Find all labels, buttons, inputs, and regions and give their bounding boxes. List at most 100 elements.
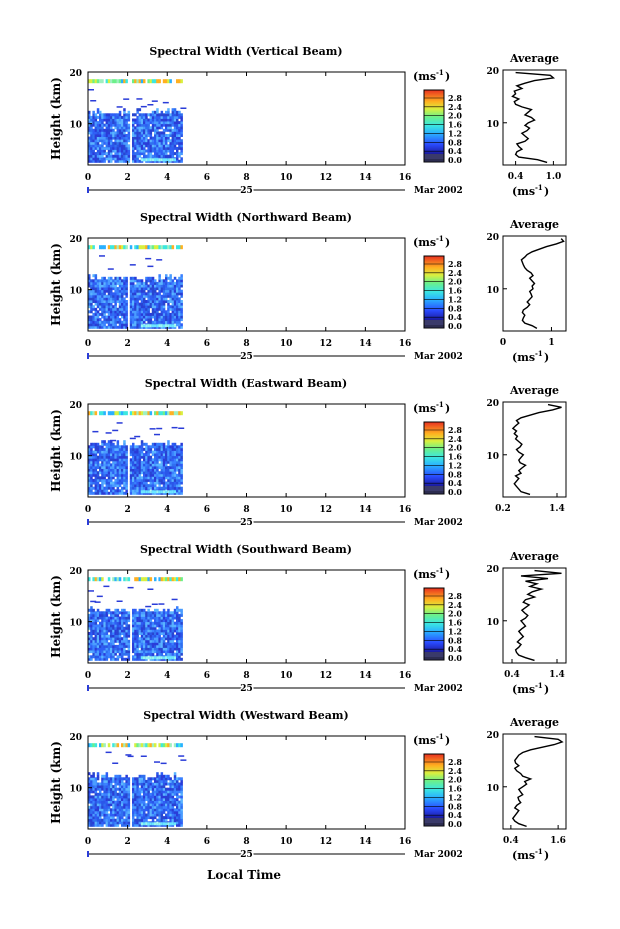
heatmap-cell bbox=[167, 460, 170, 464]
heatmap-cell bbox=[158, 307, 161, 311]
heatmap-cell bbox=[99, 792, 102, 796]
heatmap-cell bbox=[99, 305, 102, 309]
heatmap-cell bbox=[156, 113, 159, 117]
x-tick-label: 16 bbox=[399, 173, 412, 183]
colorbar-tick-label: 0.4 bbox=[448, 478, 462, 488]
heatmap-cell bbox=[121, 639, 124, 643]
heatmap-cell bbox=[143, 300, 146, 303]
heatmap-cell bbox=[178, 466, 181, 469]
heatmap-cell bbox=[140, 300, 144, 303]
heatmap-cell bbox=[88, 478, 91, 482]
heatmap-cell bbox=[176, 445, 179, 449]
heatmap-cell bbox=[154, 481, 157, 485]
heatmap-cell bbox=[158, 320, 161, 324]
heatmap-cell bbox=[136, 743, 139, 748]
heatmap-cell bbox=[112, 141, 115, 145]
heatmap-cell bbox=[138, 777, 142, 781]
heatmap-cell bbox=[129, 297, 133, 301]
heatmap-cell bbox=[138, 305, 142, 309]
heatmap-cell bbox=[121, 489, 124, 493]
heatmap-cell bbox=[151, 790, 155, 794]
heatmap-cell bbox=[151, 805, 155, 809]
heatmap-cell bbox=[107, 629, 111, 633]
heatmap-cell bbox=[121, 821, 124, 825]
heatmap-cell bbox=[158, 131, 161, 135]
heatmap-cell bbox=[134, 808, 137, 812]
heatmap-cell bbox=[134, 320, 137, 324]
heatmap-cell bbox=[154, 158, 157, 162]
heatmap-cell bbox=[103, 118, 106, 122]
heatmap-cell bbox=[123, 491, 126, 495]
heatmap-cell bbox=[151, 629, 155, 633]
heatmap-cell bbox=[99, 782, 102, 786]
heatmap-cell bbox=[127, 128, 131, 132]
heatmap-cell bbox=[107, 821, 111, 825]
heatmap-cell bbox=[162, 324, 166, 328]
heatmap-cell bbox=[101, 785, 104, 789]
heatmap-cell bbox=[176, 798, 179, 801]
heatmap-cell bbox=[94, 790, 98, 794]
heatmap-cell bbox=[114, 134, 117, 137]
heatmap-cell bbox=[112, 460, 115, 464]
heatmap-cell bbox=[114, 823, 117, 827]
heatmap-cell bbox=[123, 647, 126, 651]
heatmap-cell bbox=[121, 463, 124, 467]
heatmap-cell bbox=[123, 289, 126, 293]
heatmap-cell bbox=[88, 491, 91, 495]
heatmap-cell bbox=[140, 481, 144, 485]
heatmap-cell bbox=[101, 471, 104, 475]
heatmap-cell bbox=[99, 312, 102, 316]
heatmap-cell bbox=[112, 411, 115, 416]
heatmap-cell bbox=[88, 455, 91, 459]
heatmap-cell bbox=[132, 792, 135, 796]
heatmap-cell bbox=[143, 245, 146, 250]
heatmap-cell bbox=[103, 632, 106, 635]
heatmap-cell bbox=[88, 798, 91, 801]
heatmap-cell bbox=[107, 652, 111, 656]
heatmap-cell bbox=[132, 655, 135, 659]
heatmap-cell bbox=[94, 803, 98, 807]
heatmap-cell bbox=[94, 123, 98, 127]
heatmap-cell bbox=[167, 292, 170, 296]
heatmap-cell bbox=[127, 642, 131, 646]
heatmap-cell bbox=[121, 159, 124, 163]
heatmap-cell bbox=[96, 115, 100, 119]
heatmap-cell bbox=[116, 141, 120, 145]
heatmap-cell bbox=[112, 144, 115, 148]
heatmap-cell bbox=[107, 486, 111, 490]
heatmap-cell bbox=[121, 816, 124, 820]
heatmap-cell bbox=[176, 782, 179, 786]
heatmap-cell bbox=[156, 471, 159, 475]
heatmap-cell bbox=[116, 300, 120, 303]
heatmap-cell bbox=[171, 471, 175, 475]
heatmap-cell bbox=[88, 619, 91, 623]
heatmap-cell bbox=[154, 115, 157, 119]
heatmap-cell bbox=[169, 647, 172, 651]
heatmap-cell bbox=[176, 79, 179, 84]
heatmap-cell bbox=[136, 152, 139, 156]
heatmap-cell bbox=[101, 473, 104, 477]
heatmap-cell bbox=[101, 245, 104, 250]
colorbar-tick-label: 0.8 bbox=[448, 801, 462, 811]
heatmap-cell bbox=[173, 800, 177, 804]
heatmap-cell bbox=[88, 818, 91, 822]
heatmap-cell bbox=[136, 302, 139, 306]
heatmap-cell bbox=[103, 611, 106, 615]
heatmap-cell bbox=[112, 790, 115, 794]
heatmap-cell bbox=[154, 490, 157, 494]
heatmap-cell bbox=[169, 476, 172, 480]
date-label: Mar 2002 bbox=[414, 684, 463, 694]
heatmap-cell bbox=[140, 411, 144, 416]
heatmap-cell bbox=[125, 652, 128, 656]
heatmap-cell bbox=[121, 818, 124, 822]
heatmap-cell bbox=[171, 473, 175, 477]
heatmap-cell bbox=[90, 79, 93, 84]
heatmap-cell bbox=[92, 785, 95, 789]
day-label: 25 bbox=[240, 518, 253, 528]
heatmap-cell bbox=[147, 790, 150, 794]
heatmap-cell bbox=[156, 144, 159, 148]
heatmap-cell bbox=[162, 450, 166, 454]
heatmap-cell bbox=[136, 803, 139, 807]
heatmap-cell bbox=[134, 121, 137, 125]
heatmap-cell bbox=[162, 632, 166, 635]
